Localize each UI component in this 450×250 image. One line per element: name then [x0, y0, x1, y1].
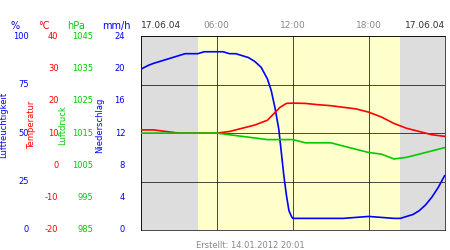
Text: 75: 75: [18, 80, 29, 89]
Text: Temperatur: Temperatur: [27, 101, 36, 149]
Text: 0: 0: [24, 226, 29, 234]
Text: 4: 4: [120, 193, 125, 202]
Text: 8: 8: [120, 161, 125, 170]
Text: 100: 100: [14, 32, 29, 41]
Bar: [141, 36, 198, 230]
Text: Erstellt: 14.01.2012 20:01: Erstellt: 14.01.2012 20:01: [195, 241, 304, 250]
Text: 995: 995: [77, 193, 93, 202]
Text: °C: °C: [38, 21, 50, 31]
Text: mm/h: mm/h: [102, 21, 130, 31]
Text: -20: -20: [45, 226, 58, 234]
Text: 10: 10: [48, 128, 58, 138]
Bar: [198, 36, 400, 230]
Text: 50: 50: [19, 128, 29, 138]
Text: 17.06.04: 17.06.04: [141, 22, 181, 30]
Text: 12:00: 12:00: [280, 22, 306, 30]
Text: 985: 985: [77, 226, 93, 234]
Text: %: %: [10, 21, 19, 31]
Text: 1045: 1045: [72, 32, 93, 41]
Text: 1025: 1025: [72, 96, 93, 105]
Text: 18:00: 18:00: [356, 22, 382, 30]
Text: Luftfeuchtigkeit: Luftfeuchtigkeit: [0, 92, 8, 158]
Text: 06:00: 06:00: [204, 22, 230, 30]
Text: 0: 0: [53, 161, 58, 170]
Text: 1035: 1035: [72, 64, 93, 73]
Text: 20: 20: [48, 96, 58, 105]
Text: 40: 40: [48, 32, 58, 41]
Text: Luftdruck: Luftdruck: [58, 105, 68, 145]
Bar: [400, 36, 445, 230]
Text: Niederschlag: Niederschlag: [95, 97, 104, 153]
Text: -10: -10: [45, 193, 58, 202]
Text: hPa: hPa: [68, 21, 86, 31]
Text: 16: 16: [114, 96, 125, 105]
Text: 30: 30: [48, 64, 58, 73]
Text: 25: 25: [19, 177, 29, 186]
Text: 17.06.04: 17.06.04: [405, 22, 445, 30]
Text: 24: 24: [115, 32, 125, 41]
Text: 0: 0: [120, 226, 125, 234]
Text: 20: 20: [115, 64, 125, 73]
Text: 12: 12: [115, 128, 125, 138]
Text: 1015: 1015: [72, 128, 93, 138]
Text: 1005: 1005: [72, 161, 93, 170]
